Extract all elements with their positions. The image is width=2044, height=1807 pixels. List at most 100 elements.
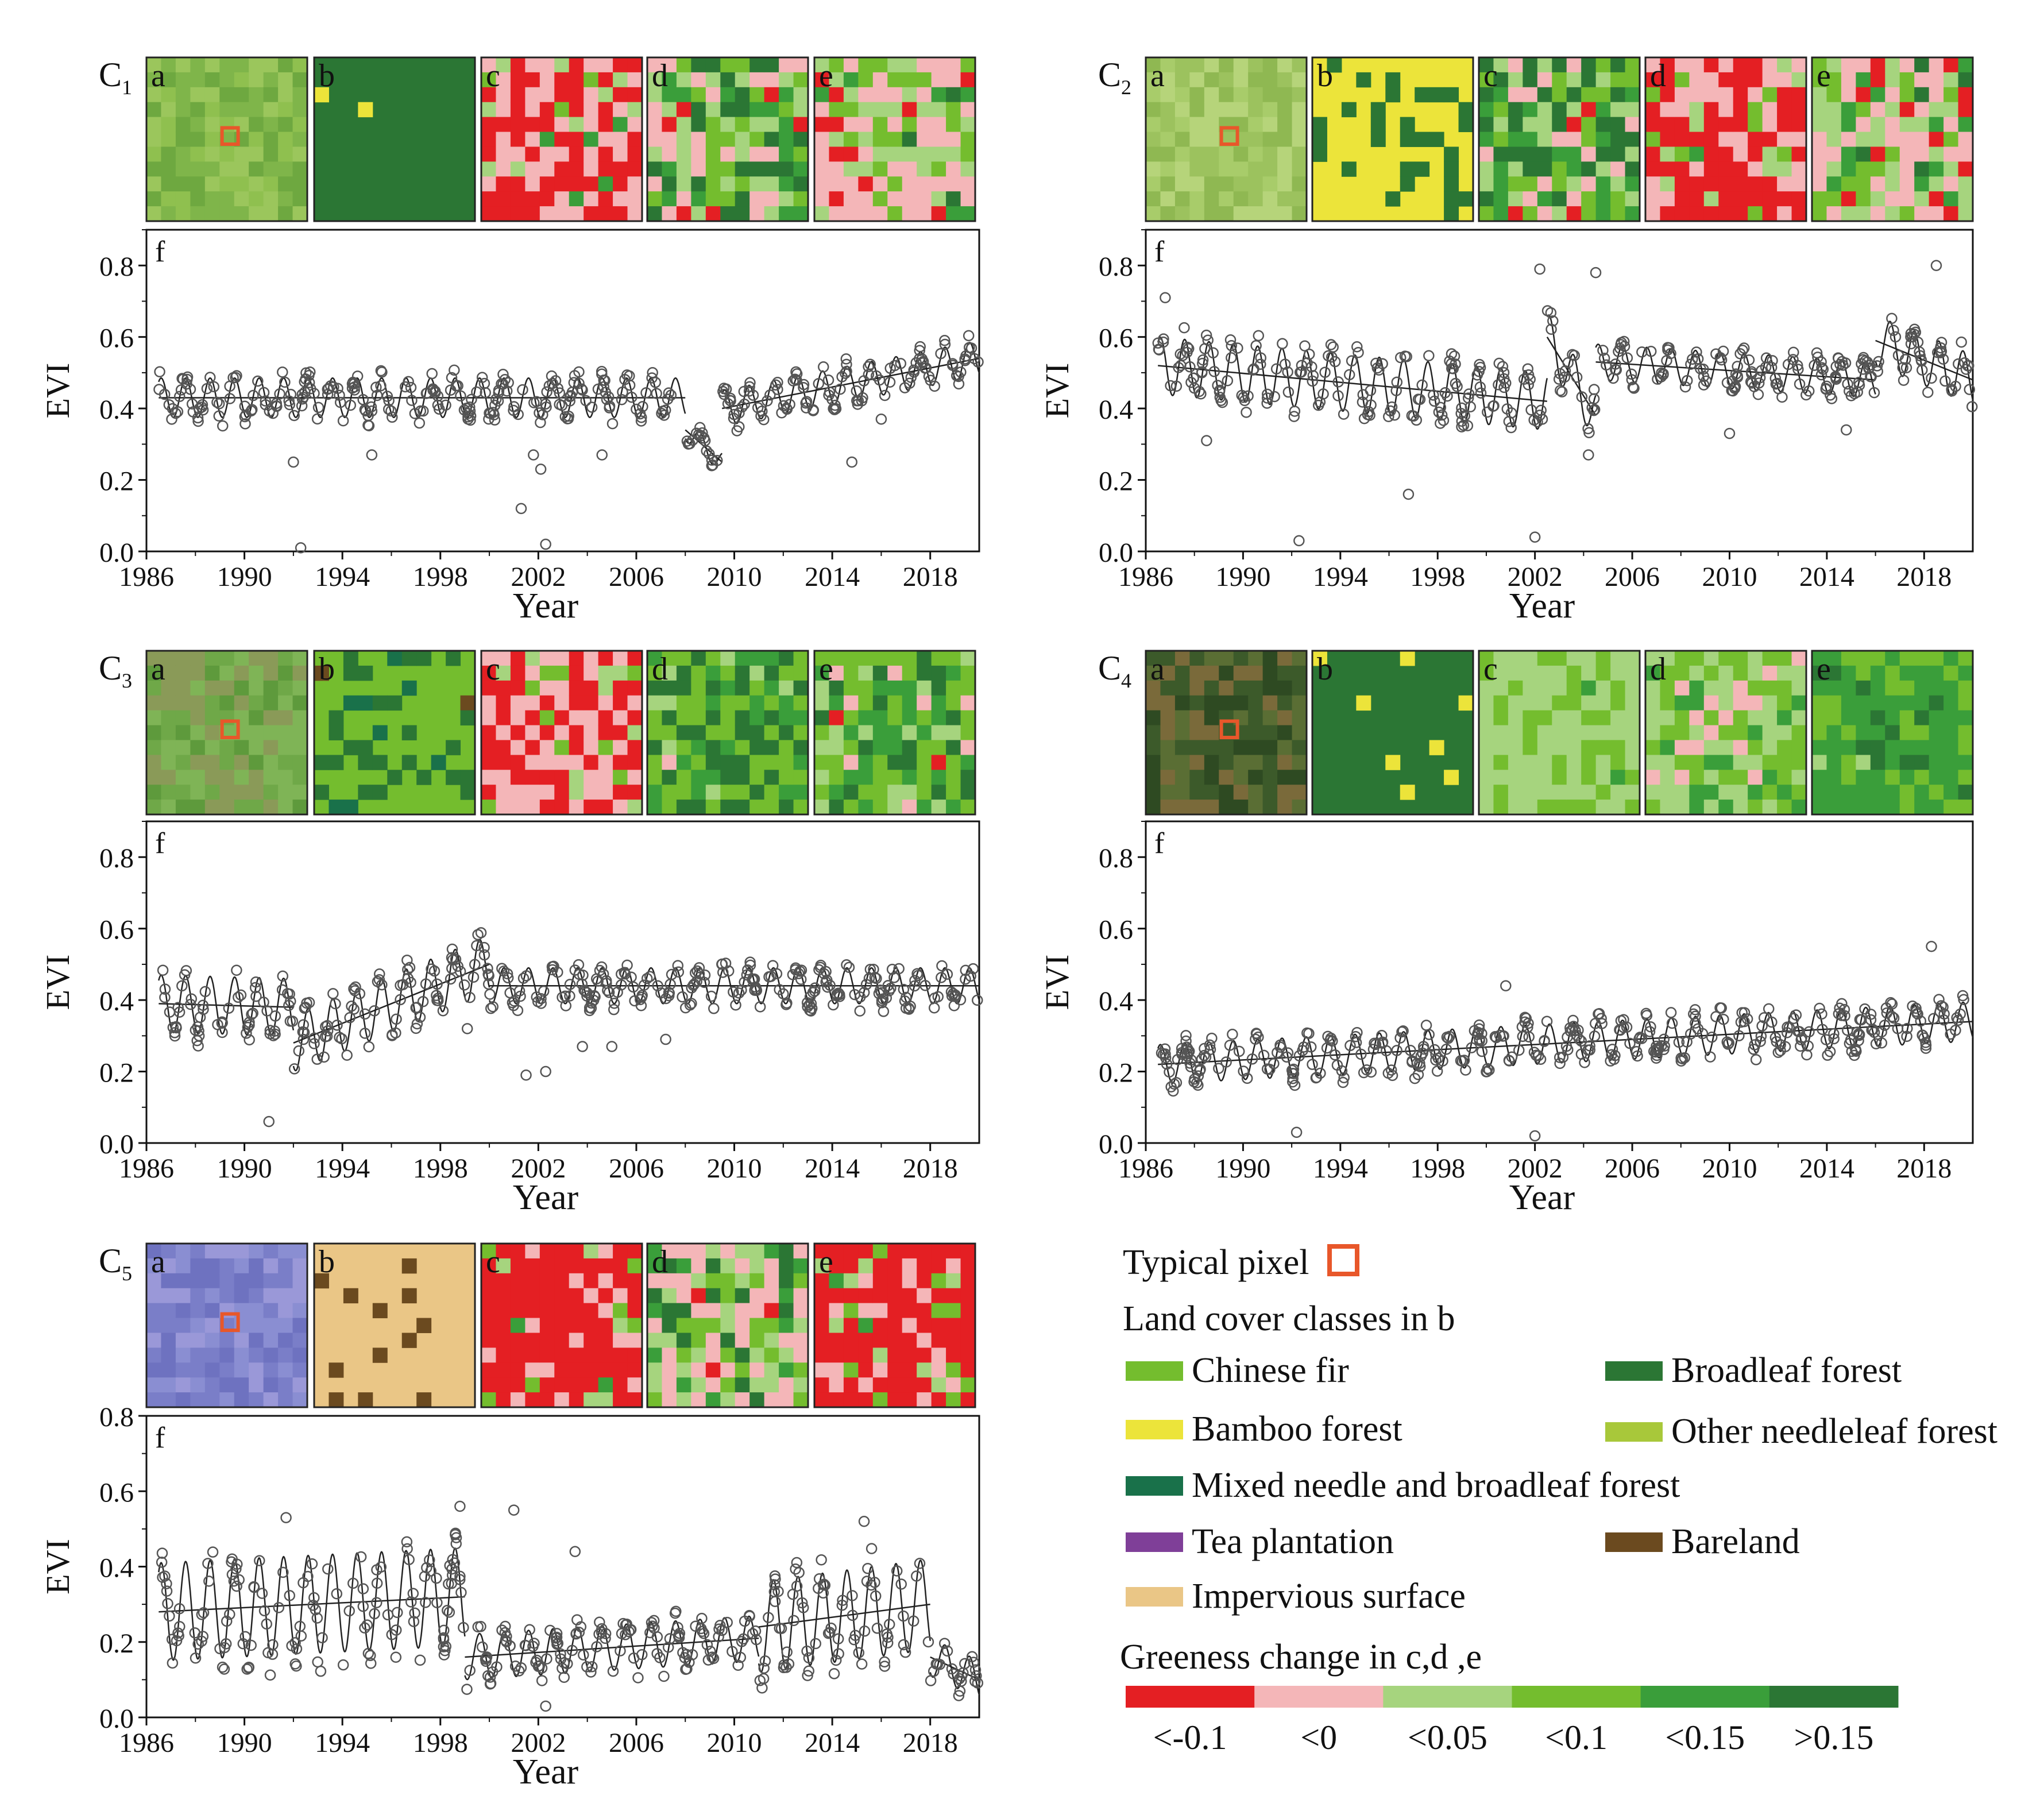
data-point [496,1624,508,1636]
change-pixel [1581,191,1597,207]
landcover-pixel [358,785,373,800]
change-pixel [1870,651,1885,666]
change-pixel [1943,57,1959,73]
change-pixel [1703,57,1719,73]
change-pixel [1777,206,1792,222]
change-pixel [1581,680,1597,696]
y-tick-label: 0.2 [1099,466,1133,497]
change-pixel [1703,72,1719,88]
change-pixel [1493,800,1509,815]
tile-c4-e: e [1811,650,1974,816]
data-point [369,1608,380,1620]
data-point [713,1631,724,1643]
change-pixel [887,770,903,785]
landcover-pixel [401,725,417,740]
data-point [1876,1026,1887,1038]
change-pixel [510,770,526,785]
image-pixel [175,1333,191,1348]
data-point [375,365,387,377]
data-point [228,1575,240,1587]
data-point [744,381,755,393]
change-pixel [1537,206,1552,222]
change-pixel [1856,206,1871,222]
data-point [601,978,612,989]
data-point [1319,366,1331,378]
x-tick-label: 2014 [805,562,860,592]
seasonal-curve [158,1547,466,1661]
change-pixel [872,785,888,800]
change-pixel [662,117,677,133]
change-pixel [843,651,859,666]
data-point [454,1570,466,1582]
change-pixel [510,206,526,222]
change-pixel [779,651,794,666]
change-pixel [525,1347,540,1363]
change-pixel [1552,651,1567,666]
change-pixel [1610,206,1626,222]
change-pixel [917,1288,932,1304]
image-pixel [219,191,235,207]
data-point [482,968,494,980]
data-point [626,391,637,403]
change-pixel [720,72,736,88]
image-pixel [175,725,191,740]
landcover-pixel [314,755,329,770]
data-point [441,1605,453,1616]
change-pixel [1674,176,1690,192]
tile-letter: d [1650,58,1666,94]
landcover-pixel [1327,57,1342,73]
data-point [496,963,508,974]
change-pixel [1479,710,1494,726]
data-point [869,971,881,983]
data-point [283,395,295,407]
change-pixel [1645,725,1660,740]
change-pixel [705,651,721,666]
data-point [395,994,406,1006]
data-point [1165,1081,1177,1092]
image-pixel [263,665,279,681]
data-point [1641,1010,1653,1021]
change-pixel [902,1333,917,1348]
data-point [1459,410,1470,422]
data-point [1435,418,1446,429]
image-pixel [249,146,264,162]
change-pixel [931,161,946,177]
data-point [414,417,426,429]
image-pixel [1146,770,1161,785]
change-pixel [1812,725,1827,740]
change-pixel [554,161,570,177]
change-pixel [931,1273,946,1289]
change-pixel [779,1258,794,1274]
change-pixel [931,770,946,785]
change-pixel [764,740,779,755]
data-point [224,393,236,404]
image-pixel [278,1377,293,1393]
change-pixel [627,161,643,177]
change-pixel [1958,117,1973,133]
image-pixel [219,1362,235,1378]
data-point [969,1675,981,1687]
data-point [696,1612,708,1624]
image-pixel [1219,87,1234,103]
data-point [568,377,580,388]
image-pixel [234,1273,249,1289]
change-pixel [720,1273,736,1289]
landcover-pixel [1356,72,1371,88]
data-point [1624,1037,1636,1049]
change-pixel [1777,87,1792,103]
data-point [1710,1011,1722,1022]
image-pixel [278,191,293,207]
data-point [1692,353,1704,365]
data-point [196,399,208,411]
change-pixel [539,755,555,770]
data-point [1767,355,1778,366]
image-pixel [292,132,308,147]
data-point [1376,1029,1388,1041]
image-pixel [234,1244,249,1259]
change-pixel [1841,785,1856,800]
change-pixel [917,1333,932,1348]
x-tick-label: 2006 [609,1728,664,1758]
change-pixel [1703,102,1719,118]
change-pixel [1718,176,1734,192]
data-point [856,395,868,407]
